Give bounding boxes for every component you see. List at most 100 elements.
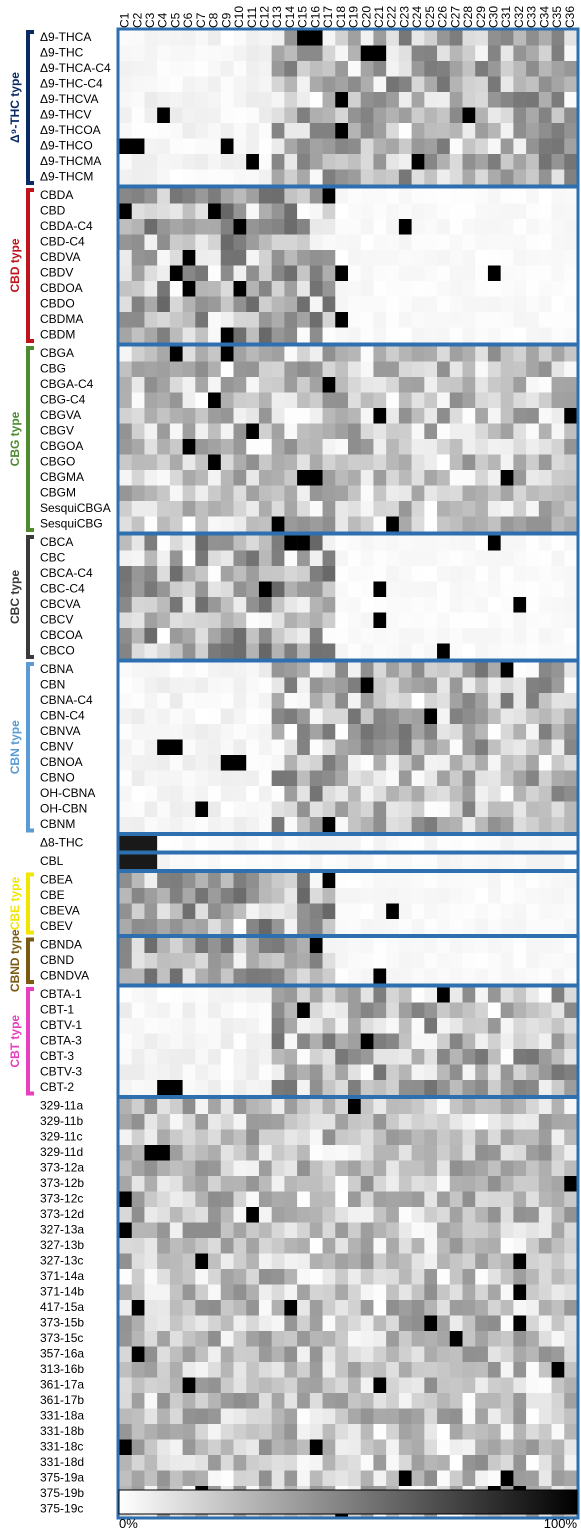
heatmap-cell (386, 817, 400, 833)
heatmap-cell (424, 234, 438, 251)
heatmap-cell (564, 45, 578, 62)
heatmap-cell (449, 1160, 463, 1177)
heatmap-cell (195, 987, 209, 1003)
heatmap-cell (526, 817, 540, 833)
heatmap-cell (169, 1455, 183, 1471)
heatmap-cell (119, 346, 133, 362)
heatmap-cell (449, 265, 463, 282)
heatmap-cell (284, 708, 298, 725)
heatmap-cell (157, 485, 171, 502)
heatmap-cell (322, 1269, 336, 1285)
heatmap-cell (551, 953, 565, 969)
row-label: 373-12c (40, 1191, 83, 1205)
heatmap-cell (220, 439, 234, 455)
heatmap-cell (424, 1253, 438, 1270)
heatmap-cell (157, 1207, 171, 1223)
heatmap-cell (131, 1018, 145, 1034)
heatmap-cell (195, 535, 209, 551)
heatmap-cell (144, 454, 158, 471)
heatmap-cell (258, 770, 272, 787)
heatmap-cell (335, 1439, 349, 1456)
heatmap-cell (271, 123, 285, 139)
heatmap-cell (182, 1207, 196, 1223)
heatmap-cell (411, 755, 425, 771)
heatmap-cell (322, 1064, 336, 1081)
heatmap-cell (208, 987, 222, 1003)
heatmap-cell (398, 708, 412, 725)
heatmap-cell (348, 45, 362, 62)
heatmap-cell (131, 219, 145, 235)
heatmap-cell (500, 755, 514, 771)
heatmap-cell (373, 188, 387, 204)
heatmap-cell (246, 377, 260, 393)
heatmap-cell (386, 854, 400, 870)
row-label: CBNO (40, 770, 75, 784)
heatmap-cell (538, 501, 552, 517)
heatmap-cell (271, 1300, 285, 1316)
heatmap-cell (348, 937, 362, 954)
heatmap-cell (564, 1346, 578, 1363)
heatmap-cell (246, 1064, 260, 1081)
heatmap-cell (220, 755, 234, 771)
heatmap-cell (437, 1049, 451, 1065)
heatmap-cell (386, 786, 400, 802)
heatmap-cell (309, 872, 323, 889)
heatmap-cell (487, 1191, 501, 1208)
heatmap-cell (398, 423, 412, 440)
heatmap-cell (182, 1098, 196, 1115)
heatmap-cell (462, 30, 476, 46)
heatmap-cell (322, 1455, 336, 1471)
heatmap-cell (157, 1439, 171, 1456)
heatmap-cell (386, 1455, 400, 1471)
heatmap-cell (475, 219, 489, 235)
heatmap-cell (462, 1470, 476, 1487)
heatmap-cell (220, 987, 234, 1003)
heatmap-cell (551, 817, 565, 833)
heatmap-cell (131, 1253, 145, 1270)
group-bracket (26, 987, 34, 1096)
column-label: C22 (385, 6, 399, 28)
heatmap-cell (500, 770, 514, 787)
heatmap-cell (335, 1455, 349, 1471)
heatmap-cell (462, 1315, 476, 1332)
heatmap-cell (487, 203, 501, 220)
heatmap-cell (144, 1424, 158, 1440)
heatmap-cell (360, 724, 374, 740)
heatmap-cell (475, 188, 489, 204)
heatmap-cell (246, 92, 260, 108)
heatmap-cell (220, 643, 234, 660)
heatmap-cell (411, 61, 425, 77)
heatmap-cell (309, 566, 323, 582)
heatmap-cell (551, 1033, 565, 1050)
heatmap-cell (564, 1362, 578, 1378)
heatmap-cell (386, 1002, 400, 1019)
heatmap-cell (449, 937, 463, 954)
heatmap-cell (538, 107, 552, 124)
heatmap-cell (360, 677, 374, 694)
column-label: C8 (207, 12, 221, 28)
heatmap-cell (284, 566, 298, 582)
heatmap-cell (169, 1300, 183, 1316)
heatmap-cell (195, 423, 209, 440)
heatmap-cell (246, 724, 260, 740)
heatmap-cell (500, 1346, 514, 1363)
heatmap-cell (258, 835, 272, 852)
heatmap-cell (526, 439, 540, 455)
row-label: CBT-1 (40, 1002, 74, 1016)
heatmap-cell (271, 1331, 285, 1347)
heatmap-cell (233, 1222, 247, 1239)
group-bracket (26, 535, 34, 659)
heatmap-cell (157, 566, 171, 582)
heatmap-cell (246, 1080, 260, 1096)
colorbar (118, 1489, 578, 1515)
heatmap-cell (437, 1362, 451, 1378)
heatmap-cell (437, 1176, 451, 1192)
heatmap-cell (144, 1002, 158, 1019)
heatmap-cell (195, 817, 209, 833)
heatmap-cell (157, 643, 171, 660)
heatmap-cell (373, 1455, 387, 1471)
heatmap-cell (169, 296, 183, 313)
heatmap-cell (297, 281, 311, 297)
heatmap-cell (462, 1269, 476, 1285)
heatmap-cell (284, 1377, 298, 1394)
